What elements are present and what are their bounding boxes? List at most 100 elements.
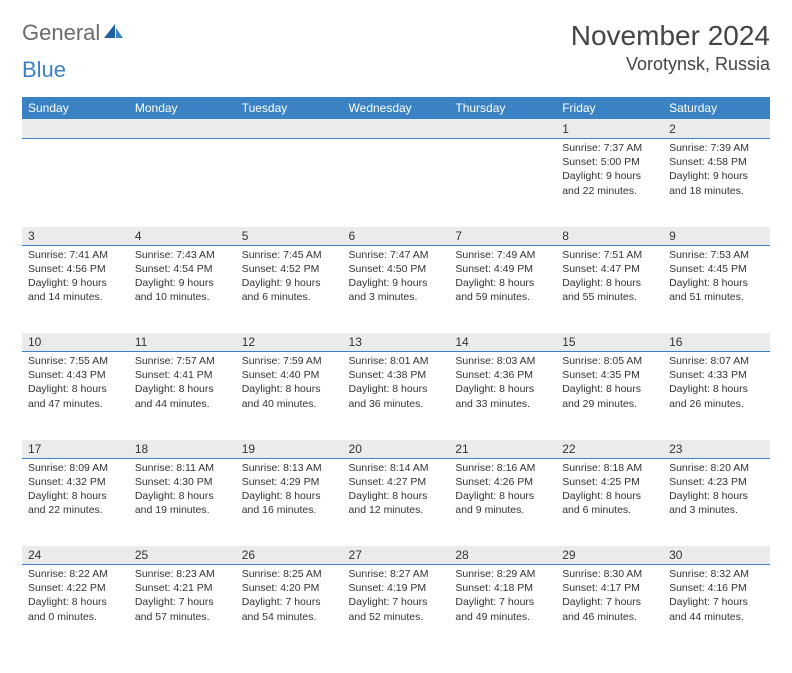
sunrise-text: Sunrise: 8:25 AM bbox=[242, 567, 337, 581]
day-number-cell: 6 bbox=[343, 227, 450, 246]
day-number-cell: 27 bbox=[343, 546, 450, 565]
daylight-text-1: Daylight: 9 hours bbox=[242, 276, 337, 290]
logo-text-general: General bbox=[22, 20, 100, 46]
daylight-text-1: Daylight: 8 hours bbox=[135, 489, 230, 503]
sunset-text: Sunset: 4:20 PM bbox=[242, 581, 337, 595]
daylight-text-1: Daylight: 9 hours bbox=[669, 169, 764, 183]
day-data-row: Sunrise: 7:41 AMSunset: 4:56 PMDaylight:… bbox=[22, 245, 770, 333]
weekday-header: Thursday bbox=[449, 97, 556, 120]
day-data-cell: Sunrise: 7:43 AMSunset: 4:54 PMDaylight:… bbox=[129, 245, 236, 333]
daylight-text-1: Daylight: 8 hours bbox=[349, 382, 444, 396]
day-data-cell: Sunrise: 7:59 AMSunset: 4:40 PMDaylight:… bbox=[236, 352, 343, 440]
day-number-cell: 23 bbox=[663, 440, 770, 459]
sunrise-text: Sunrise: 7:59 AM bbox=[242, 354, 337, 368]
day-number-cell: 17 bbox=[22, 440, 129, 459]
sunset-text: Sunset: 4:22 PM bbox=[28, 581, 123, 595]
day-number-cell: 21 bbox=[449, 440, 556, 459]
calendar-table: Sunday Monday Tuesday Wednesday Thursday… bbox=[22, 97, 770, 653]
sunset-text: Sunset: 4:54 PM bbox=[135, 262, 230, 276]
sunset-text: Sunset: 4:41 PM bbox=[135, 368, 230, 382]
daylight-text-1: Daylight: 9 hours bbox=[28, 276, 123, 290]
daylight-text-2: and 47 minutes. bbox=[28, 397, 123, 411]
day-data-cell: Sunrise: 8:25 AMSunset: 4:20 PMDaylight:… bbox=[236, 565, 343, 653]
sunrise-text: Sunrise: 8:07 AM bbox=[669, 354, 764, 368]
sunrise-text: Sunrise: 8:27 AM bbox=[349, 567, 444, 581]
daylight-text-2: and 22 minutes. bbox=[562, 184, 657, 198]
daylight-text-1: Daylight: 8 hours bbox=[135, 382, 230, 396]
sunrise-text: Sunrise: 7:45 AM bbox=[242, 248, 337, 262]
day-number-cell bbox=[129, 120, 236, 139]
logo-sail-icon bbox=[104, 22, 124, 45]
sunrise-text: Sunrise: 8:03 AM bbox=[455, 354, 550, 368]
day-data-cell: Sunrise: 8:29 AMSunset: 4:18 PMDaylight:… bbox=[449, 565, 556, 653]
day-number-cell bbox=[22, 120, 129, 139]
sunrise-text: Sunrise: 8:30 AM bbox=[562, 567, 657, 581]
sunrise-text: Sunrise: 8:29 AM bbox=[455, 567, 550, 581]
day-number-cell: 2 bbox=[663, 120, 770, 139]
weekday-header: Sunday bbox=[22, 97, 129, 120]
day-data-cell: Sunrise: 8:09 AMSunset: 4:32 PMDaylight:… bbox=[22, 458, 129, 546]
sunrise-text: Sunrise: 8:09 AM bbox=[28, 461, 123, 475]
sunset-text: Sunset: 4:17 PM bbox=[562, 581, 657, 595]
sunrise-text: Sunrise: 8:13 AM bbox=[242, 461, 337, 475]
daylight-text-1: Daylight: 8 hours bbox=[562, 382, 657, 396]
sunset-text: Sunset: 4:36 PM bbox=[455, 368, 550, 382]
sunrise-text: Sunrise: 7:55 AM bbox=[28, 354, 123, 368]
weekday-header-row: Sunday Monday Tuesday Wednesday Thursday… bbox=[22, 97, 770, 120]
daylight-text-2: and 51 minutes. bbox=[669, 290, 764, 304]
day-data-cell: Sunrise: 7:41 AMSunset: 4:56 PMDaylight:… bbox=[22, 245, 129, 333]
day-number-cell: 13 bbox=[343, 333, 450, 352]
day-number-cell: 20 bbox=[343, 440, 450, 459]
day-data-cell: Sunrise: 8:22 AMSunset: 4:22 PMDaylight:… bbox=[22, 565, 129, 653]
day-number-row: 24252627282930 bbox=[22, 546, 770, 565]
day-data-cell: Sunrise: 8:07 AMSunset: 4:33 PMDaylight:… bbox=[663, 352, 770, 440]
sunrise-text: Sunrise: 7:51 AM bbox=[562, 248, 657, 262]
sunrise-text: Sunrise: 8:20 AM bbox=[669, 461, 764, 475]
day-data-cell: Sunrise: 8:05 AMSunset: 4:35 PMDaylight:… bbox=[556, 352, 663, 440]
day-data-cell bbox=[449, 139, 556, 227]
day-number-cell: 15 bbox=[556, 333, 663, 352]
daylight-text-1: Daylight: 8 hours bbox=[455, 382, 550, 396]
daylight-text-1: Daylight: 7 hours bbox=[349, 595, 444, 609]
day-data-cell: Sunrise: 8:32 AMSunset: 4:16 PMDaylight:… bbox=[663, 565, 770, 653]
day-data-row: Sunrise: 7:55 AMSunset: 4:43 PM Daylight:… bbox=[22, 352, 770, 440]
daylight-text-2: and 33 minutes. bbox=[455, 397, 550, 411]
day-data-cell: Sunrise: 8:18 AMSunset: 4:25 PMDaylight:… bbox=[556, 458, 663, 546]
sunrise-text: Sunrise: 8:14 AM bbox=[349, 461, 444, 475]
sunset-text: Sunset: 4:47 PM bbox=[562, 262, 657, 276]
sunrise-text: Sunrise: 7:57 AM bbox=[135, 354, 230, 368]
day-number-cell: 12 bbox=[236, 333, 343, 352]
sunrise-text: Sunrise: 8:11 AM bbox=[135, 461, 230, 475]
day-number-cell: 5 bbox=[236, 227, 343, 246]
daylight-text-1: Daylight: 8 hours bbox=[28, 489, 123, 503]
day-number-cell: 29 bbox=[556, 546, 663, 565]
daylight-text-1: Daylight: 8 hours bbox=[242, 489, 337, 503]
sunrise-text: Sunrise: 7:39 AM bbox=[669, 141, 764, 155]
daylight-text-2: and 3 minutes. bbox=[349, 290, 444, 304]
sunrise-text: Sunrise: 8:23 AM bbox=[135, 567, 230, 581]
weekday-header: Wednesday bbox=[343, 97, 450, 120]
sunrise-text: Sunrise: 8:01 AM bbox=[349, 354, 444, 368]
sunset-text: Sunset: 4:26 PM bbox=[455, 475, 550, 489]
daylight-text-1: Daylight: 8 hours bbox=[669, 489, 764, 503]
daylight-text-1: Daylight: 7 hours bbox=[669, 595, 764, 609]
month-title: November 2024 bbox=[571, 20, 770, 52]
day-number-row: 10111213141516 bbox=[22, 333, 770, 352]
daylight-text-1: Daylight: 8 hours bbox=[455, 276, 550, 290]
sunrise-text: Sunrise: 8:18 AM bbox=[562, 461, 657, 475]
daylight-text-1: Daylight: 7 hours bbox=[135, 595, 230, 609]
day-data-row: Sunrise: 7:37 AMSunset: 5:00 PMDaylight:… bbox=[22, 139, 770, 227]
daylight-text-2: and 3 minutes. bbox=[669, 503, 764, 517]
day-data-cell: Sunrise: 8:30 AMSunset: 4:17 PMDaylight:… bbox=[556, 565, 663, 653]
daylight-text-2: and 22 minutes. bbox=[28, 503, 123, 517]
daylight-text-2: and 9 minutes. bbox=[455, 503, 550, 517]
sunset-text: Sunset: 4:21 PM bbox=[135, 581, 230, 595]
day-number-row: 12 bbox=[22, 120, 770, 139]
sunset-text: Sunset: 4:35 PM bbox=[562, 368, 657, 382]
day-data-cell: Sunrise: 7:55 AMSunset: 4:43 PMDaylight:… bbox=[22, 352, 129, 440]
day-number-cell: 18 bbox=[129, 440, 236, 459]
sunset-text: Sunset: 4:43 PM bbox=[28, 368, 123, 382]
day-number-cell: 10 bbox=[22, 333, 129, 352]
day-data-cell: Sunrise: 8:01 AMSunset: 4:38 PMDaylight:… bbox=[343, 352, 450, 440]
daylight-text-1: Daylight: 8 hours bbox=[455, 489, 550, 503]
